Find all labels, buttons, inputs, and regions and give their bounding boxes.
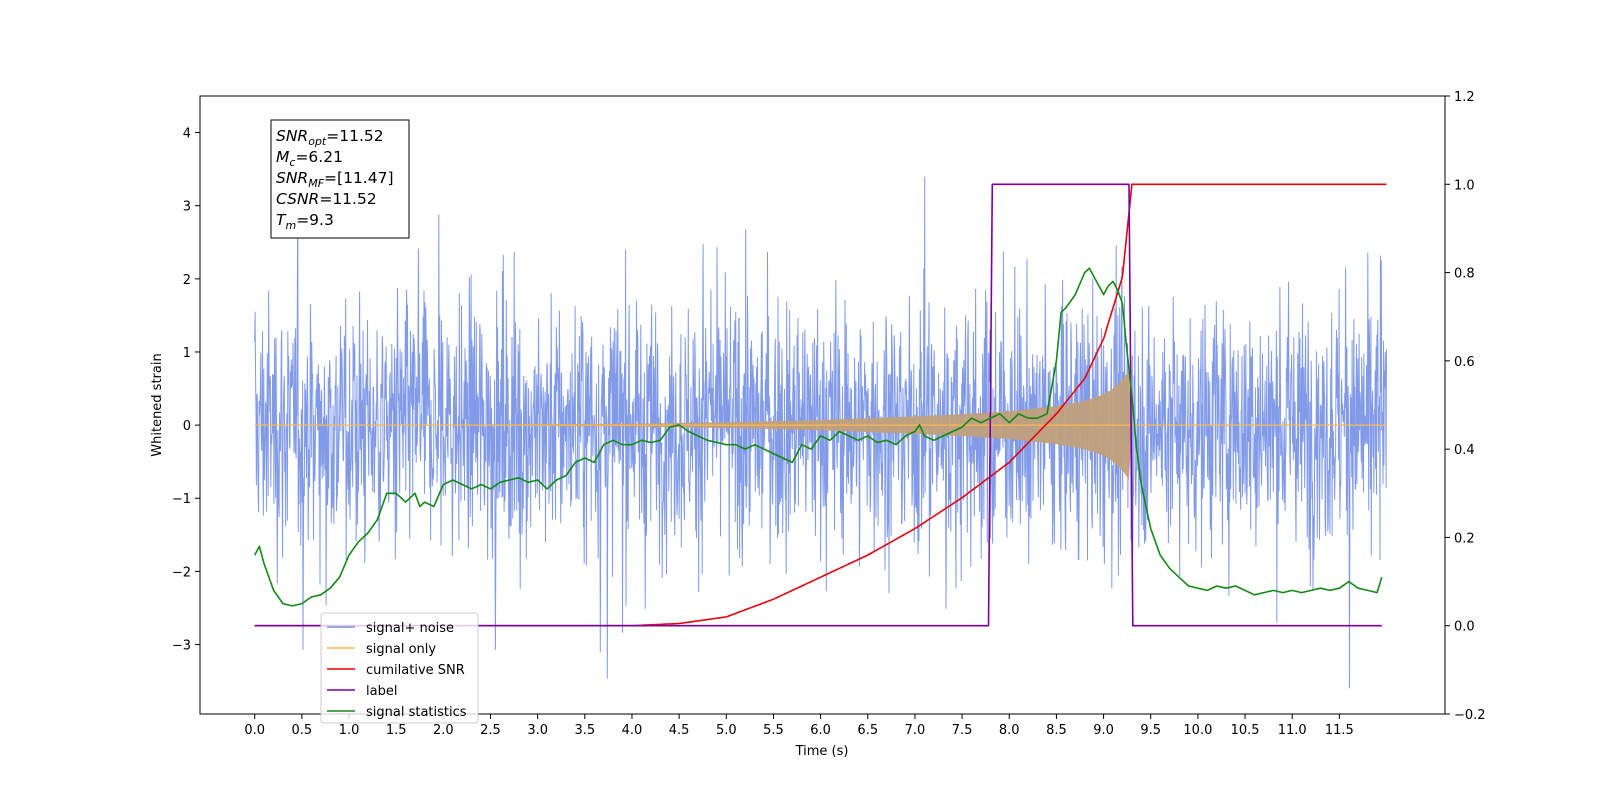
x-tick-label: 3.0 xyxy=(527,723,548,738)
y-right-tick-label: 0.0 xyxy=(1454,620,1475,635)
y-axis-right: −0.2 0.0 0.2 0.4 0.6 0.8 1.0 1.2 xyxy=(1445,90,1486,723)
y-right-tick-label: −0.2 xyxy=(1454,708,1486,723)
y-axis-left-label: Whitened strain xyxy=(150,353,165,456)
x-tick-label: 1.0 xyxy=(339,723,360,738)
y-left-tick-label: 4 xyxy=(183,127,191,142)
y-right-tick-label: 0.4 xyxy=(1454,443,1475,458)
legend-label: label xyxy=(366,684,397,699)
x-tick-label: 7.5 xyxy=(952,723,973,738)
x-axis: 0.0 0.5 1.0 1.5 2.0 2.5 3.0 3.5 4.0 4.5 5.0 5.5 6.0 6… xyxy=(244,714,1354,738)
signal-statistics-line xyxy=(253,267,1383,607)
annotation-line: SNRopt=11.52 xyxy=(276,127,384,148)
annotation-box: SNRopt=11.52Mc=6.21SNRMF=[11.47]CSNR=11.… xyxy=(270,119,410,239)
x-tick-label: 2.5 xyxy=(480,723,501,738)
axes-frame xyxy=(199,95,1446,715)
legend-label: signal+ noise xyxy=(366,621,454,636)
y-right-tick-label: 0.6 xyxy=(1454,355,1475,370)
y-left-tick-label: 1 xyxy=(183,346,191,361)
x-tick-label: 9.0 xyxy=(1093,723,1114,738)
x-tick-label: 11.5 xyxy=(1325,723,1354,738)
y-left-tick-label: 3 xyxy=(183,200,191,215)
y-right-tick-label: 1.2 xyxy=(1454,90,1475,105)
legend-frame xyxy=(320,612,479,724)
series-signal-only xyxy=(254,370,1387,480)
y-right-tick-label: 0.2 xyxy=(1454,531,1475,546)
annotation-line: Mc=6.21 xyxy=(276,148,343,169)
annotation-line: CSNR=11.52 xyxy=(276,190,377,208)
x-tick-label: 0.0 xyxy=(244,723,265,738)
legend: signal+ noise signal only cumilative SNR la… xyxy=(320,612,479,724)
y-left-tick-label: 0 xyxy=(183,419,191,434)
y-right-tick-label: 0.8 xyxy=(1454,267,1475,282)
series-signal-statistics xyxy=(253,267,1383,607)
y-axis-left: −3 −2 −1 0 1 2 3 4 xyxy=(172,127,200,654)
x-tick-label: 4.5 xyxy=(669,723,690,738)
x-axis-label: Time (s) xyxy=(795,744,849,759)
x-tick-label: 10.5 xyxy=(1231,723,1260,738)
series-signal-noise xyxy=(254,176,1387,689)
legend-label: signal only xyxy=(366,642,436,657)
y-left-tick-label: −1 xyxy=(172,492,191,507)
noise-trace xyxy=(254,176,1387,689)
x-tick-label: 11.0 xyxy=(1278,723,1307,738)
x-tick-label: 7.0 xyxy=(905,723,926,738)
x-tick-label: 5.5 xyxy=(763,723,784,738)
x-tick-label: 4.0 xyxy=(622,723,643,738)
x-tick-label: 6.5 xyxy=(857,723,878,738)
label-line xyxy=(254,183,1382,627)
x-tick-label: 5.0 xyxy=(716,723,737,738)
y-left-tick-label: 2 xyxy=(183,273,191,288)
x-tick-label: 0.5 xyxy=(292,723,313,738)
x-tick-label: 2.0 xyxy=(433,723,454,738)
x-tick-label: 9.5 xyxy=(1140,723,1161,738)
legend-label: cumilative SNR xyxy=(366,663,465,678)
y-right-tick-label: 1.0 xyxy=(1454,178,1475,193)
legend-label: signal statistics xyxy=(366,705,467,720)
y-left-tick-label: −3 xyxy=(172,639,191,654)
x-tick-label: 6.0 xyxy=(810,723,831,738)
annotation-line: Tm=9.3 xyxy=(276,211,334,232)
x-tick-label: 3.5 xyxy=(574,723,595,738)
x-tick-label: 8.0 xyxy=(999,723,1020,738)
annotation-frame xyxy=(270,119,410,239)
annotation-line: SNRMF=[11.47] xyxy=(276,169,394,190)
y-left-tick-label: −2 xyxy=(172,565,191,580)
series-label xyxy=(254,183,1382,627)
x-tick-label: 1.5 xyxy=(386,723,407,738)
x-tick-label: 10.0 xyxy=(1183,723,1212,738)
x-tick-label: 8.5 xyxy=(1046,723,1067,738)
